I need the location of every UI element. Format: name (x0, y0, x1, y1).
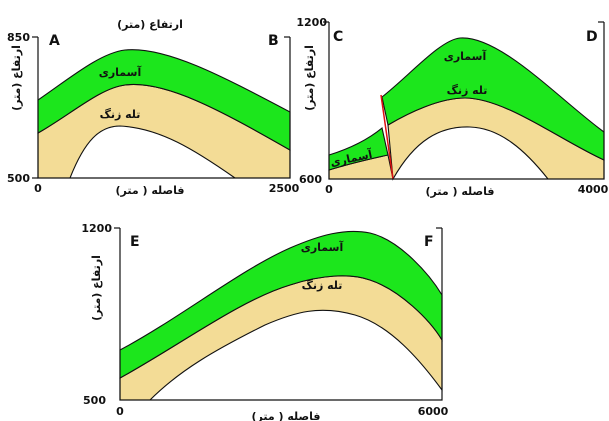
panel-ef-asmari-label: آسماری (301, 240, 344, 254)
panel-ab: ارتفاع (متر) A B 850 500 0 2500 فاصله ( … (7, 18, 300, 197)
panel-cd-tele-zang-label: تله زنگ (447, 83, 488, 97)
panel-cd-xmax-label: 4000 (578, 183, 609, 196)
panel-cd-axes (328, 22, 605, 180)
panel-ab-corner-b: B (268, 33, 279, 49)
panel-ef-ymax-label: 1200 (81, 222, 112, 235)
panel-cd: C D 1200 600 0 4000 فاصله ( متر) ارتفاع … (296, 16, 608, 198)
panel-cd-asmari-label: آسماری (444, 49, 487, 63)
panel-cd-ymax-label: 1200 (296, 16, 327, 29)
panel-cd-asmari-downthrown (328, 127, 389, 171)
panel-cd-fault-line (380, 94, 394, 180)
panel-ef-y-axis-title: ارتفاع (متر) (90, 255, 103, 321)
panel-ef: E F 1200 500 0 6000 فاصله ( متر) ارتفاع … (81, 222, 448, 421)
panel-ab-xmin-label: 0 (34, 182, 42, 195)
panel-ab-x-axis-title: فاصله ( متر) (116, 184, 185, 197)
panel-ef-xmin-label: 0 (116, 405, 124, 418)
panel-cd-x-axis-title: فاصله ( متر) (426, 185, 495, 198)
panel-ab-ymin-label: 500 (7, 172, 30, 185)
panel-ab-corner-a: A (49, 33, 60, 49)
panel-ef-x-axis-title: فاصله ( متر) (252, 410, 321, 421)
panel-cd-corner-c: C (333, 29, 343, 45)
panel-ab-asmari-label: آسماری (99, 65, 142, 79)
panel-ab-axes (37, 37, 291, 179)
panel-ab-xmax-label: 2500 (269, 182, 300, 195)
panel-ef-xmax-label: 6000 (418, 405, 449, 418)
panel-ab-top-title: ارتفاع (متر) (117, 18, 183, 31)
panel-ef-tele-zang-label: تله زنگ (302, 278, 343, 292)
panel-cd-ymin-label: 600 (299, 173, 322, 186)
panel-cd-y-axis-title: ارتفاع (متر) (303, 45, 316, 111)
panel-cd-corner-d: D (586, 29, 598, 45)
panel-ab-tele-zang-label: تله زنگ (100, 107, 141, 121)
panel-ef-corner-e: E (130, 234, 140, 250)
panel-cd-xmin-label: 0 (325, 183, 333, 196)
panel-ab-y-axis-title: ارتفاع (متر) (10, 45, 23, 111)
panel-ab-ymax-label: 850 (7, 31, 30, 44)
panel-ef-axes (119, 228, 443, 401)
panel-ef-corner-f: F (424, 234, 434, 250)
panel-ef-ymin-label: 500 (83, 394, 106, 407)
